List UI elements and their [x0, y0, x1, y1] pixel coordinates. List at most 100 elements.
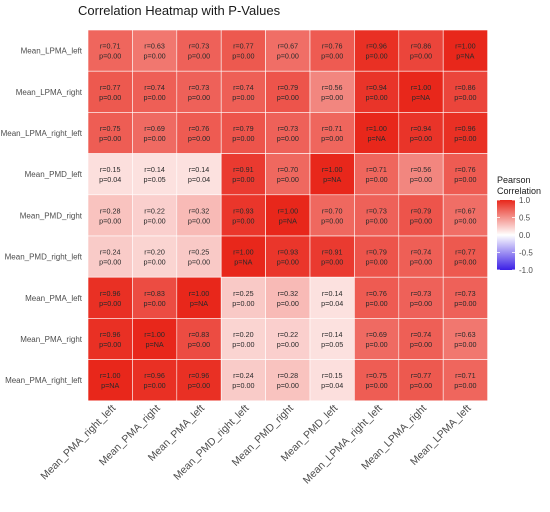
cell-r-label: r=0.91: [233, 165, 254, 174]
cell-p-label: p=0.00: [366, 216, 388, 225]
cell-p-label: p=0.00: [366, 340, 388, 349]
cell-p-label: p=0.00: [188, 340, 210, 349]
cell-r-label: r=0.86: [455, 83, 476, 92]
cell-r-label: r=0.25: [189, 248, 210, 257]
cell-r-label: r=0.76: [189, 124, 210, 133]
cell-p-label: p=0.04: [321, 299, 343, 308]
cell-p-label: p=0.00: [188, 52, 210, 61]
cell-p-label: p=0.00: [454, 134, 476, 143]
cell-p-label: p=0.00: [454, 258, 476, 267]
heatmap-cell: [220, 29, 266, 72]
heatmap-cell: [442, 112, 488, 154]
cell-r-label: r=0.75: [366, 371, 387, 380]
cell-p-label: p=0.00: [277, 175, 299, 184]
heatmap-cell: [442, 70, 488, 113]
row-label: Mean_PMD_right_left: [5, 253, 83, 262]
cell-r-label: r=0.22: [144, 206, 165, 215]
heatmap-cell: [309, 235, 355, 278]
cell-p-label: p=0.00: [232, 340, 254, 349]
heatmap-cell: [220, 318, 266, 360]
cell-p-label: p=NA: [279, 216, 297, 225]
cell-p-label: p=0.00: [454, 381, 476, 390]
cell-r-label: r=0.71: [100, 42, 121, 51]
heatmap-cell: [87, 194, 133, 237]
heatmap-cell: [220, 112, 266, 154]
cell-p-label: p=0.00: [99, 216, 121, 225]
row-label: Mean_PMD_left: [25, 170, 83, 179]
heatmap-cell: [354, 153, 400, 196]
cell-r-label: r=0.14: [144, 165, 165, 174]
heatmap-cell: [442, 276, 488, 319]
heatmap-cell: [354, 235, 400, 278]
cell-p-label: p=0.00: [232, 216, 254, 225]
cell-r-label: r=0.67: [278, 42, 299, 51]
cell-p-label: p=0.00: [321, 258, 343, 267]
heatmap-cell: [398, 276, 444, 319]
cell-r-label: r=0.96: [189, 371, 210, 380]
heatmap-cell: [220, 153, 266, 196]
heatmap-cell: [354, 70, 400, 113]
heatmap-cell: [87, 276, 133, 319]
cell-p-label: p=0.00: [188, 258, 210, 267]
cell-p-label: p=0.00: [144, 93, 166, 102]
cell-r-label: r=0.79: [278, 83, 299, 92]
heatmap-cell: [220, 235, 266, 278]
heatmap-cell: [265, 70, 311, 113]
cell-r-label: r=0.28: [100, 206, 121, 215]
cell-p-label: p=0.00: [188, 381, 210, 390]
cell-r-label: r=1.00: [366, 124, 387, 133]
cell-r-label: r=0.14: [322, 289, 343, 298]
cell-r-label: r=0.93: [278, 248, 299, 257]
cell-p-label: p=0.00: [410, 258, 432, 267]
heatmap-cell: [309, 112, 355, 154]
cell-r-label: r=0.70: [322, 206, 343, 215]
legend-tick-label: 0.5: [519, 214, 531, 223]
cell-p-label: p=0.00: [99, 340, 121, 349]
cell-p-label: p=0.00: [232, 134, 254, 143]
cell-p-label: p=0.00: [410, 216, 432, 225]
column-label: Mean_PMD_right_left: [171, 402, 251, 482]
cell-r-label: r=0.76: [455, 165, 476, 174]
cell-r-label: r=0.76: [366, 289, 387, 298]
cell-p-label: p=0.00: [99, 52, 121, 61]
heatmap-cell: [132, 235, 178, 278]
cell-r-label: r=1.00: [100, 371, 121, 380]
cell-p-label: p=0.04: [321, 381, 343, 390]
row-label: Mean_LPMA_left: [21, 47, 83, 56]
heatmap-cell: [265, 153, 311, 196]
cell-p-label: p=NA: [234, 258, 252, 267]
cell-p-label: p=0.00: [277, 52, 299, 61]
cell-p-label: p=NA: [101, 381, 119, 390]
cell-r-label: r=0.15: [322, 371, 343, 380]
cell-p-label: p=0.00: [144, 216, 166, 225]
cell-p-label: p=0.00: [454, 175, 476, 184]
heatmap-cell: [87, 235, 133, 278]
cell-p-label: p=0.00: [144, 258, 166, 267]
heatmap-cell: [87, 153, 133, 196]
cell-r-label: r=0.71: [366, 165, 387, 174]
cell-r-label: r=0.79: [233, 124, 254, 133]
cell-r-label: r=0.20: [144, 248, 165, 257]
cell-p-label: p=NA: [368, 134, 386, 143]
heatmap-cell: [398, 29, 444, 72]
cell-r-label: r=0.83: [189, 330, 210, 339]
cell-p-label: p=0.00: [277, 299, 299, 308]
cell-p-label: p=NA: [412, 93, 430, 102]
cell-r-label: r=0.63: [144, 42, 165, 51]
cell-p-label: p=0.00: [188, 93, 210, 102]
heatmap-cell: [132, 153, 178, 196]
heatmap-cell: [398, 112, 444, 154]
heatmap-cell: [309, 359, 355, 402]
heatmap-cell: [132, 29, 178, 72]
cell-p-label: p=0.00: [277, 258, 299, 267]
cell-p-label: p=NA: [456, 52, 474, 61]
cell-r-label: r=0.24: [233, 371, 254, 380]
cell-r-label: r=0.96: [144, 371, 165, 380]
heatmap-cell: [176, 153, 222, 196]
cell-r-label: r=0.77: [233, 42, 254, 51]
heatmap-cell: [265, 318, 311, 360]
row-label: Mean_PMA_right: [20, 335, 83, 344]
heatmap-cell: [176, 29, 222, 72]
cell-p-label: p=0.00: [410, 52, 432, 61]
